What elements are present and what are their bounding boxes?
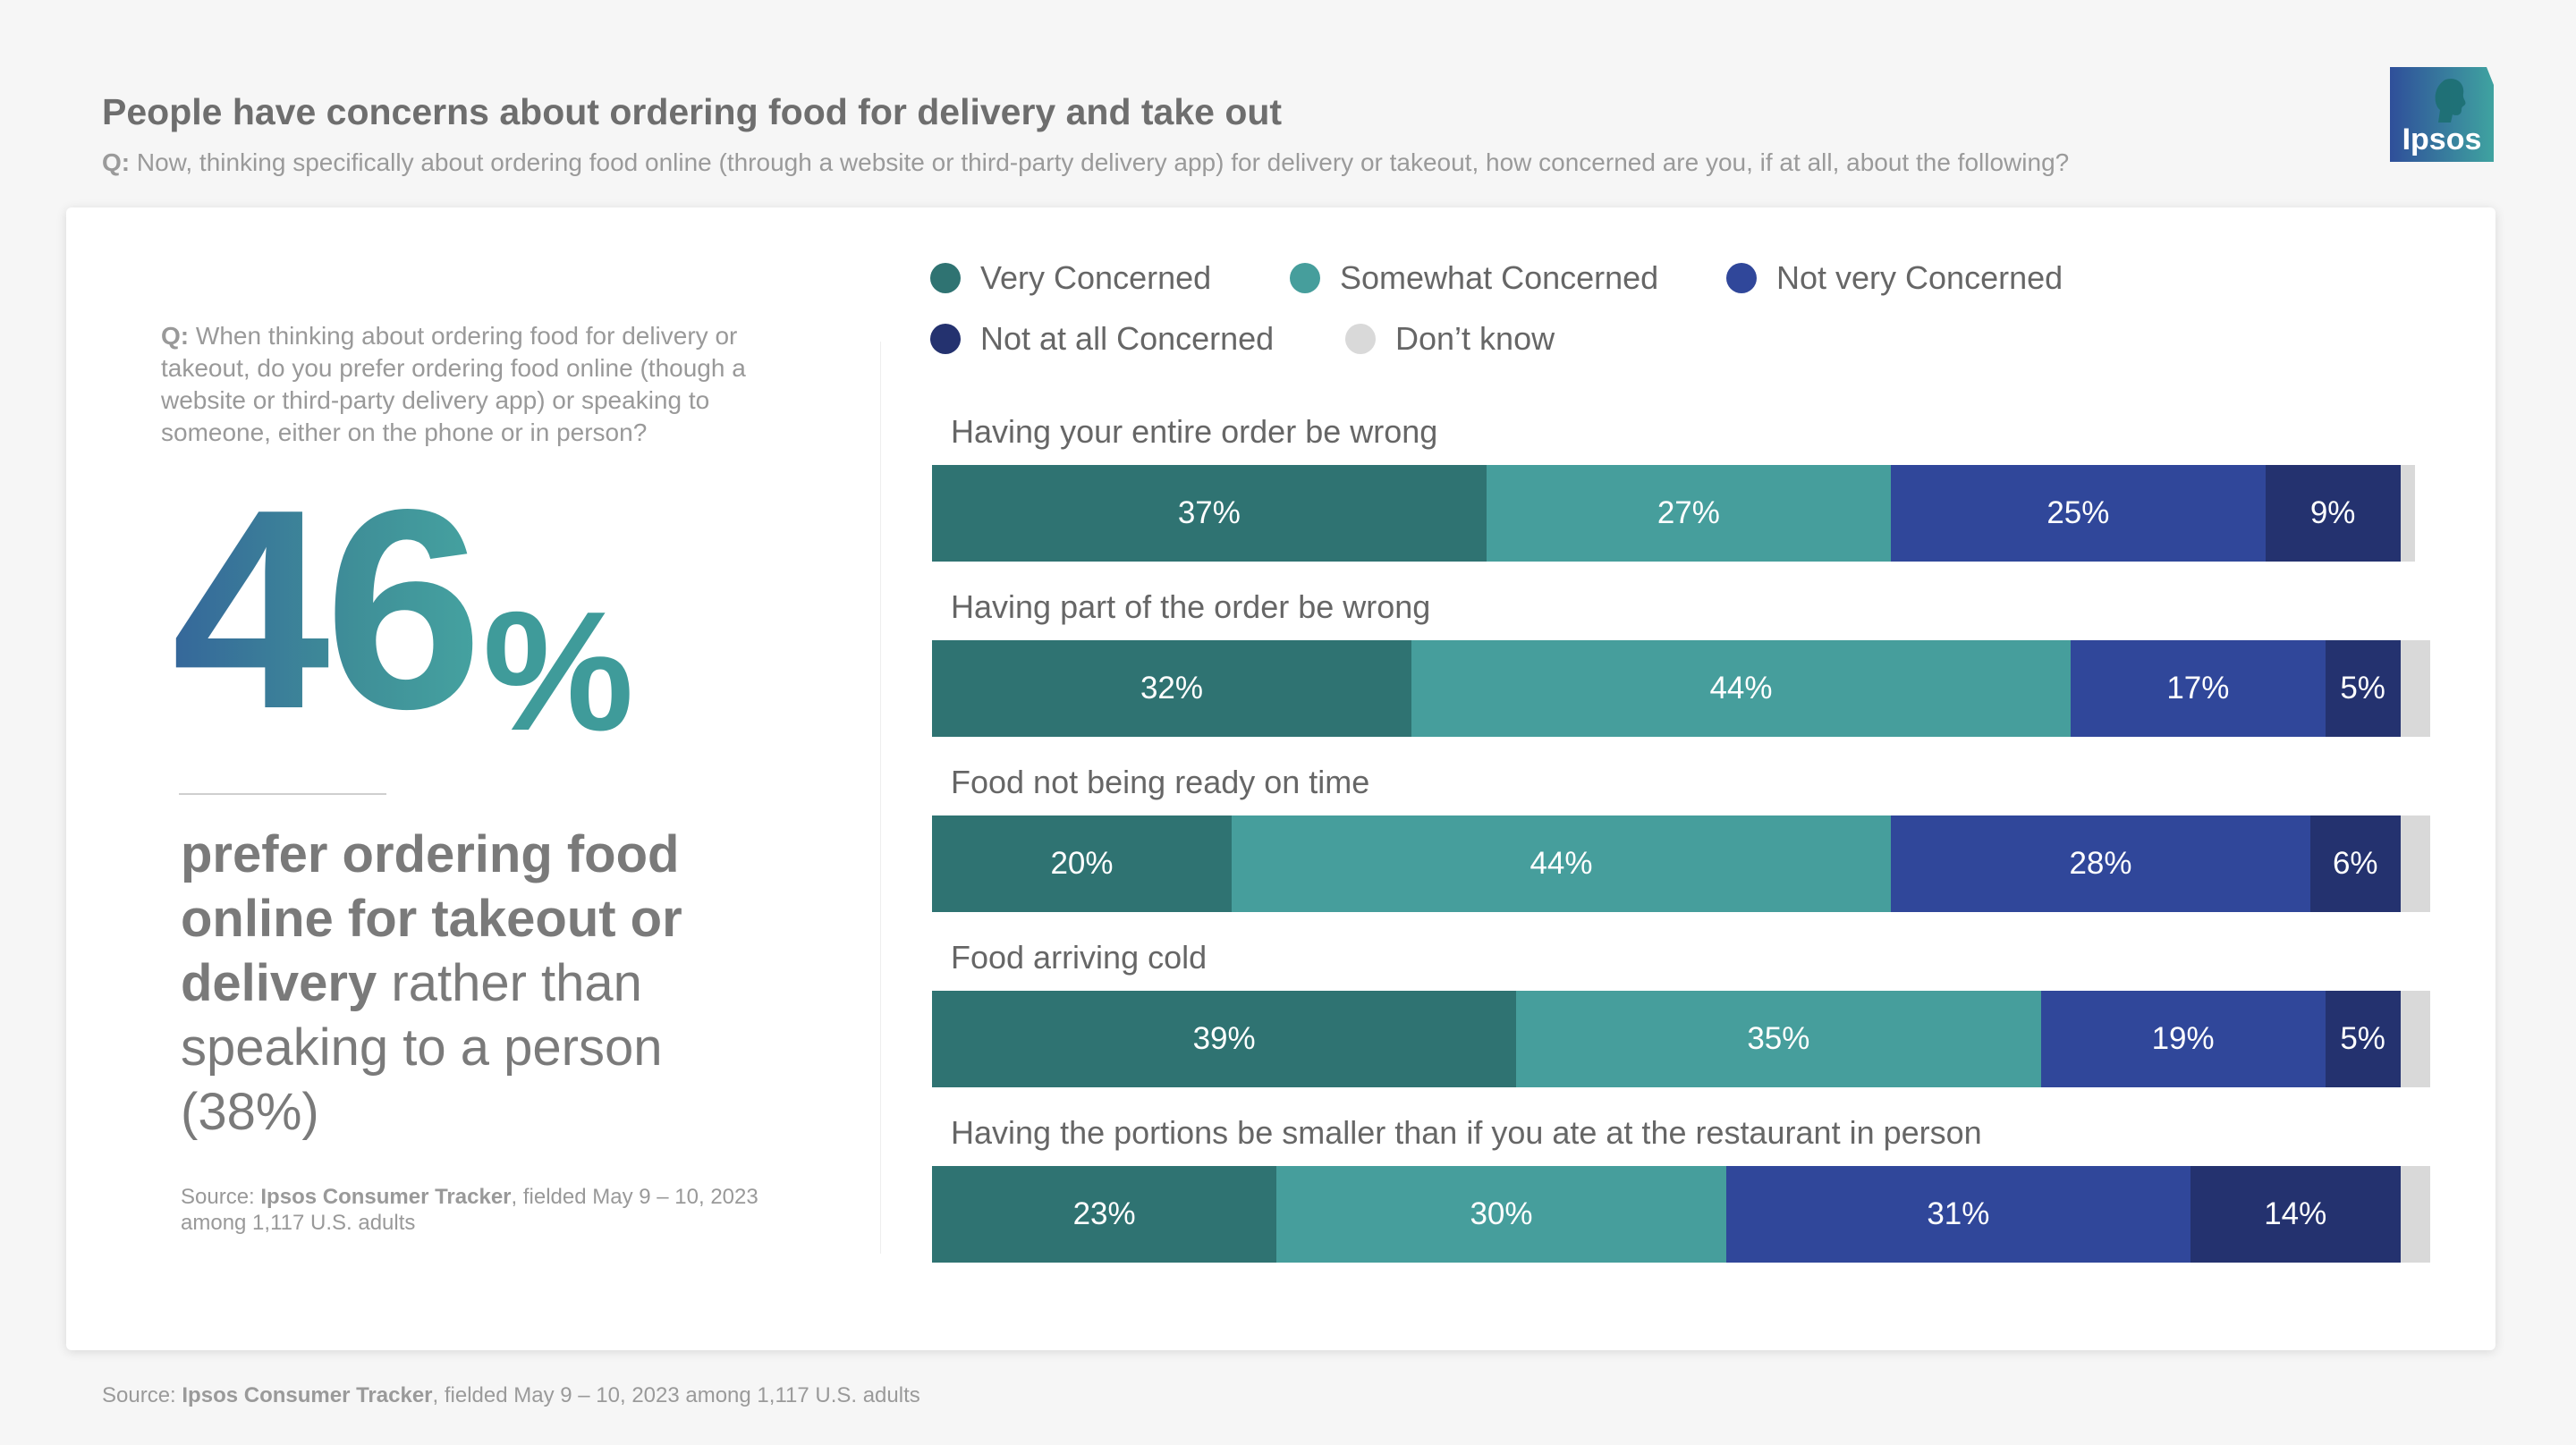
data-label: 17% <box>2166 671 2230 706</box>
data-label: 35% <box>1747 1021 1810 1056</box>
data-label: 19% <box>2151 1021 2215 1056</box>
left-source: Source: Ipsos Consumer Tracker, fielded … <box>181 1184 789 1236</box>
category-label: Food arriving cold <box>951 939 1208 976</box>
bar-segment <box>1232 815 1891 912</box>
ipsos-logo: Ipsos <box>2390 67 2494 162</box>
bar-segment <box>932 640 1411 737</box>
data-label: 27% <box>1657 495 1720 530</box>
left-source-rest: , fielded May 9 – 10, 2023 among 1,117 U… <box>181 1185 758 1235</box>
bar-segment <box>2325 640 2401 737</box>
legend-item-3: Not at all Concerned <box>930 320 1274 358</box>
data-label: 23% <box>1072 1196 1136 1231</box>
statement-bold: prefer ordering food online for takeout … <box>181 825 682 1012</box>
bar-segment <box>1411 640 2071 737</box>
legend-item-1: Somewhat Concerned <box>1290 259 1658 297</box>
question-prefix: Q: <box>102 148 131 176</box>
bar-segment <box>2400 465 2416 562</box>
left-source-prefix: Source: <box>181 1185 261 1209</box>
divider <box>179 793 386 795</box>
legend-swatch <box>930 324 961 354</box>
footer-source-rest: , fielded May 9 – 10, 2023 among 1,117 U… <box>432 1383 920 1407</box>
bar-segment <box>2071 640 2326 737</box>
bar-segment <box>2400 1166 2430 1263</box>
bar-segment <box>2190 1166 2401 1263</box>
legend-label: Not at all Concerned <box>980 320 1275 357</box>
legend-label: Not very Concerned <box>1776 259 2063 296</box>
data-label: 44% <box>1709 671 1773 706</box>
bar-segment <box>932 991 1517 1087</box>
bar-segment <box>1276 1166 1726 1263</box>
data-label: 5% <box>2340 671 2385 706</box>
stat-statement: prefer ordering food online for takeout … <box>181 823 753 1145</box>
vertical-separator <box>880 342 881 1254</box>
bar-segment <box>2400 640 2430 737</box>
big-stat-percent: % <box>482 577 634 766</box>
logo-text: Ipsos <box>2402 123 2482 156</box>
bar-row: 37% 27% 25% 9% <box>932 465 2430 562</box>
bar-segment <box>1725 1166 2190 1263</box>
bar-segment <box>1486 465 1891 562</box>
page-question: Q: Now, thinking specifically about orde… <box>102 148 2069 177</box>
data-label: 30% <box>1470 1196 1533 1231</box>
data-label: 39% <box>1192 1021 1256 1056</box>
legend-swatch <box>1726 263 1757 293</box>
bar-segment <box>2400 991 2430 1087</box>
data-label: 28% <box>2069 846 2132 881</box>
data-label: 6% <box>2332 846 2378 881</box>
legend-swatch <box>1290 263 1320 293</box>
page-title: People have concerns about ordering food… <box>102 91 1283 132</box>
footer-source: Source: Ipsos Consumer Tracker, fielded … <box>102 1383 920 1408</box>
question-text: Now, thinking specifically about orderin… <box>130 148 2070 176</box>
data-label: 5% <box>2340 1021 2385 1056</box>
legend-label: Somewhat Concerned <box>1340 259 1659 296</box>
statement-rest: rather than speaking to a person (38%) <box>181 954 663 1141</box>
bar-segment <box>2040 991 2326 1087</box>
left-question: Q: When thinking about ordering food for… <box>161 320 823 449</box>
bar-segment <box>932 465 1487 562</box>
bar-segment <box>2400 815 2430 912</box>
category-label: Having part of the order be wrong <box>951 588 1431 625</box>
left-question-text: When thinking about ordering food for de… <box>161 322 746 446</box>
data-label: 44% <box>1530 846 1593 881</box>
data-label: 37% <box>1177 495 1241 530</box>
content-card: Q: When thinking about ordering food for… <box>66 207 2496 1350</box>
bar-segment <box>1891 815 2310 912</box>
data-label: 25% <box>2046 495 2110 530</box>
bar-segment <box>1516 991 2041 1087</box>
bar-segment <box>2325 991 2401 1087</box>
legend-item-2: Not very Concerned <box>1726 259 2063 297</box>
bar-segment <box>2265 465 2401 562</box>
bar-row: 23% 30% 31% 14% <box>932 1166 2430 1263</box>
bar-segment <box>1891 465 2266 562</box>
legend-label: Don’t know <box>1395 320 1555 357</box>
bar-segment <box>932 1166 1277 1263</box>
legend-swatch <box>930 263 961 293</box>
category-label: Food not being ready on time <box>951 764 1370 800</box>
legend-item-0: Very Concerned <box>930 259 1211 297</box>
big-stat-number: 46 <box>172 451 483 768</box>
data-label: 20% <box>1050 846 1114 881</box>
data-label: 32% <box>1140 671 1204 706</box>
legend-label: Very Concerned <box>980 259 1212 296</box>
footer-source-prefix: Source: <box>102 1383 182 1407</box>
category-label: Having the portions be smaller than if y… <box>951 1114 1982 1151</box>
data-label: 31% <box>1927 1196 1990 1231</box>
data-label: 9% <box>2309 495 2356 530</box>
legend-item-4: Don’t know <box>1345 320 1555 358</box>
bar-segment <box>2310 815 2401 912</box>
left-question-prefix: Q: <box>161 322 190 350</box>
bar-row: 20% 44% 28% 6% <box>932 815 2430 912</box>
footer-source-bold: Ipsos Consumer Tracker <box>182 1383 433 1407</box>
big-stat: 46% <box>172 458 634 762</box>
left-source-bold: Ipsos Consumer Tracker <box>260 1185 512 1209</box>
category-label: Having your entire order be wrong <box>951 413 1438 450</box>
bar-row: 39% 35% 19% 5% <box>932 991 2430 1087</box>
bar-row: 32% 44% 17% 5% <box>932 640 2430 737</box>
bar-segment <box>932 815 1232 912</box>
legend-swatch <box>1345 324 1376 354</box>
data-label: 14% <box>2264 1196 2327 1231</box>
